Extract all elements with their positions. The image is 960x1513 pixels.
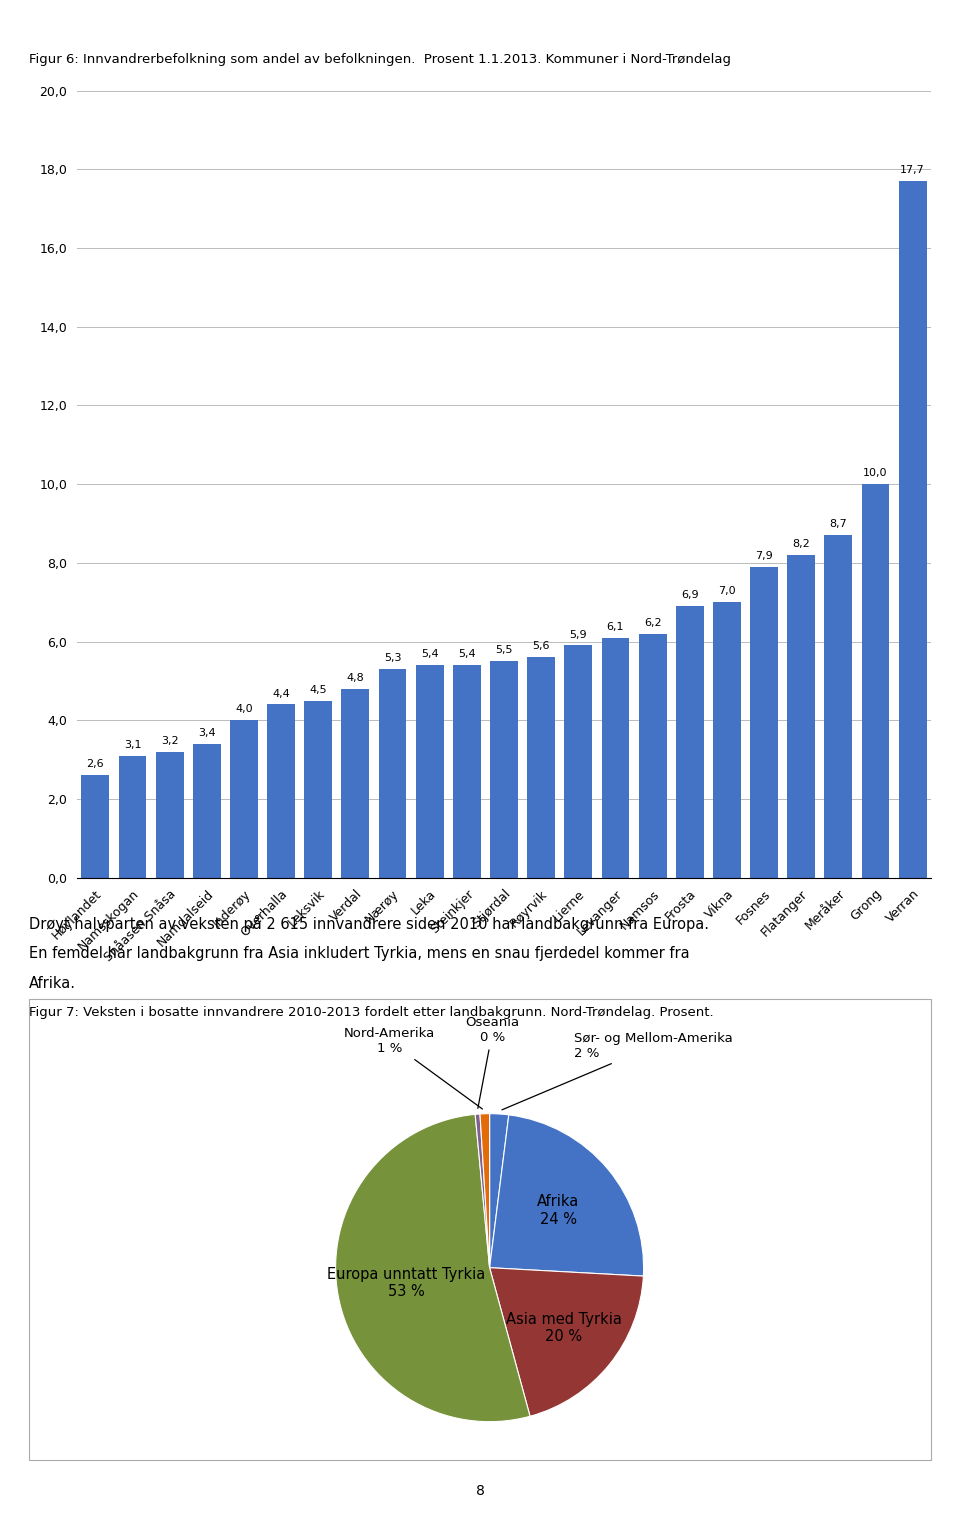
Bar [861, 484, 889, 878]
Text: 3,4: 3,4 [198, 728, 216, 738]
Bar [750, 567, 778, 878]
Text: 4,4: 4,4 [273, 688, 290, 699]
Bar [527, 657, 555, 878]
Text: Afrika
24 %: Afrika 24 % [537, 1194, 579, 1227]
Text: Oseania
0 %: Oseania 0 % [466, 1017, 519, 1109]
Text: 6,9: 6,9 [681, 590, 699, 601]
Bar [602, 637, 630, 878]
Text: 4,8: 4,8 [347, 673, 364, 682]
Wedge shape [336, 1115, 530, 1422]
Bar [787, 555, 815, 878]
Text: Europa unntatt Tyrkia
53 %: Europa unntatt Tyrkia 53 % [327, 1266, 486, 1300]
Text: Figur 7: Veksten i bosatte innvandrere 2010-2013 fordelt etter landbakgrunn. Nor: Figur 7: Veksten i bosatte innvandrere 2… [29, 1006, 713, 1020]
Bar [156, 752, 183, 878]
Wedge shape [490, 1114, 509, 1268]
Bar [342, 688, 370, 878]
Text: 5,9: 5,9 [569, 629, 588, 640]
Wedge shape [490, 1268, 643, 1416]
Bar [713, 602, 741, 878]
Text: 2,6: 2,6 [86, 760, 105, 769]
Wedge shape [480, 1114, 490, 1268]
Text: 3,1: 3,1 [124, 740, 141, 750]
Bar [193, 744, 221, 878]
Text: Figur 6: Innvandrerbefolkning som andel av befolkningen.  Prosent 1.1.2013. Komm: Figur 6: Innvandrerbefolkning som andel … [29, 53, 731, 67]
Text: Afrika.: Afrika. [29, 976, 76, 991]
Text: 5,3: 5,3 [384, 654, 401, 663]
Text: Nord-Amerika
1 %: Nord-Amerika 1 % [344, 1027, 483, 1109]
Text: 6,1: 6,1 [607, 622, 624, 632]
Wedge shape [475, 1114, 490, 1268]
Bar [82, 775, 109, 878]
Text: 7,9: 7,9 [756, 551, 773, 561]
Text: 6,2: 6,2 [644, 617, 661, 628]
Bar [267, 705, 295, 878]
Text: 5,6: 5,6 [533, 642, 550, 651]
Text: 8,2: 8,2 [792, 539, 810, 549]
Text: 5,4: 5,4 [420, 649, 439, 660]
Text: 7,0: 7,0 [718, 586, 735, 596]
Bar [825, 536, 852, 878]
Bar [564, 646, 592, 878]
Text: 8,7: 8,7 [829, 519, 848, 530]
Text: 4,0: 4,0 [235, 704, 252, 714]
Bar [378, 669, 406, 878]
Text: 3,2: 3,2 [161, 735, 179, 746]
Text: 4,5: 4,5 [309, 684, 327, 694]
Text: Drøyt halvparten av veksten på 2 615 innvandrere siden 2010 har landbakgrunn fra: Drøyt halvparten av veksten på 2 615 inn… [29, 915, 708, 932]
Bar [638, 634, 666, 878]
Text: 8: 8 [475, 1484, 485, 1498]
Bar [304, 701, 332, 878]
Bar [899, 182, 926, 878]
Bar [490, 661, 518, 878]
Text: 5,5: 5,5 [495, 645, 513, 655]
Bar [119, 755, 147, 878]
Text: 10,0: 10,0 [863, 468, 888, 478]
Bar [230, 720, 258, 878]
Text: En femdel har landbakgrunn fra Asia inkludert Tyrkia, mens en snau fjerdedel kom: En femdel har landbakgrunn fra Asia inkl… [29, 946, 689, 961]
Text: Asia med Tyrkia
20 %: Asia med Tyrkia 20 % [506, 1312, 622, 1344]
Bar [676, 607, 704, 878]
Text: Sør- og Mellom-Amerika
2 %: Sør- og Mellom-Amerika 2 % [502, 1032, 733, 1111]
Bar [453, 666, 481, 878]
Text: 17,7: 17,7 [900, 165, 925, 176]
Text: 5,4: 5,4 [458, 649, 475, 660]
Bar [416, 666, 444, 878]
Wedge shape [490, 1115, 643, 1275]
